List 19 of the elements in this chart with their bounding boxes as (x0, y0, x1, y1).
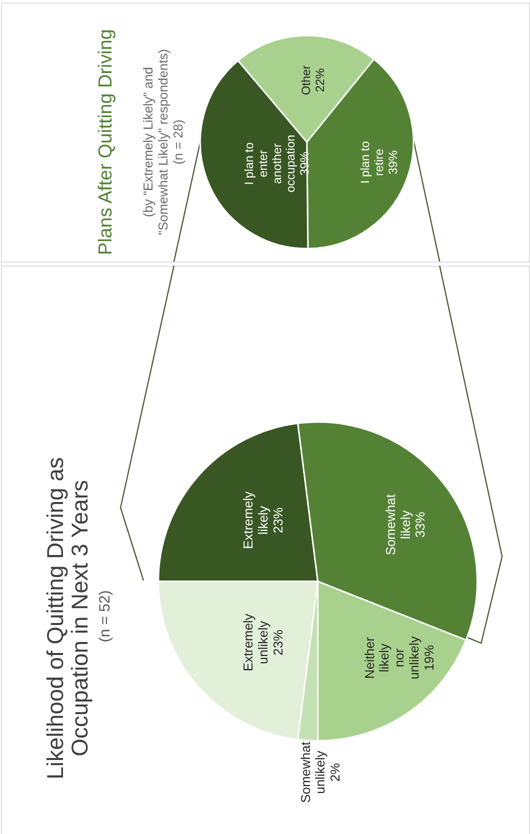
text: Plans After Quitting Driving (96, 29, 117, 256)
data-label: 19% (422, 644, 437, 671)
slice-label: Somewhat likely (382, 494, 413, 556)
slice-label: I plan to retire (358, 140, 386, 184)
text: (by "Extremely Likely" and "Somewhat Likely" respondents) (n = 28) (140, 49, 186, 236)
slice-label: Other (299, 65, 314, 96)
data-label: 39% (386, 150, 400, 174)
text: (n = 52) (96, 590, 114, 642)
data-label: 23% (270, 629, 286, 656)
data-label: 33% (412, 511, 428, 538)
data-label: 22% (313, 68, 328, 92)
slice-label: I plan to enter another occupation (242, 134, 298, 192)
slice-label: Neither likely nor unlikely (362, 636, 422, 680)
slice-label: Somewhat unlikely (298, 741, 328, 803)
text: Likelihood of Quitting Driving as Occupation in Next 3 Years (42, 457, 93, 780)
slice-label: Extremely unlikely (240, 613, 270, 672)
data-label: 23% (270, 506, 286, 534)
data-label: 2% (328, 762, 343, 782)
slice-label: Extremely likely (240, 490, 270, 550)
